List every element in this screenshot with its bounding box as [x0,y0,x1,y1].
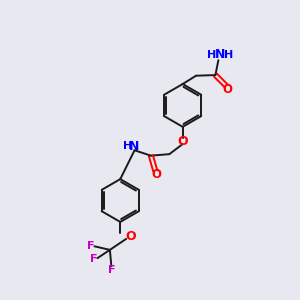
Text: F: F [90,254,97,264]
Text: H: H [123,141,133,152]
Text: F: F [86,241,94,251]
Text: O: O [125,230,136,243]
Text: N: N [129,140,139,153]
Text: H: H [207,50,216,60]
Text: O: O [177,135,188,148]
Text: O: O [152,168,162,181]
Text: H: H [224,50,233,60]
Text: F: F [108,266,115,275]
Text: O: O [223,82,233,96]
Text: N: N [215,48,225,62]
